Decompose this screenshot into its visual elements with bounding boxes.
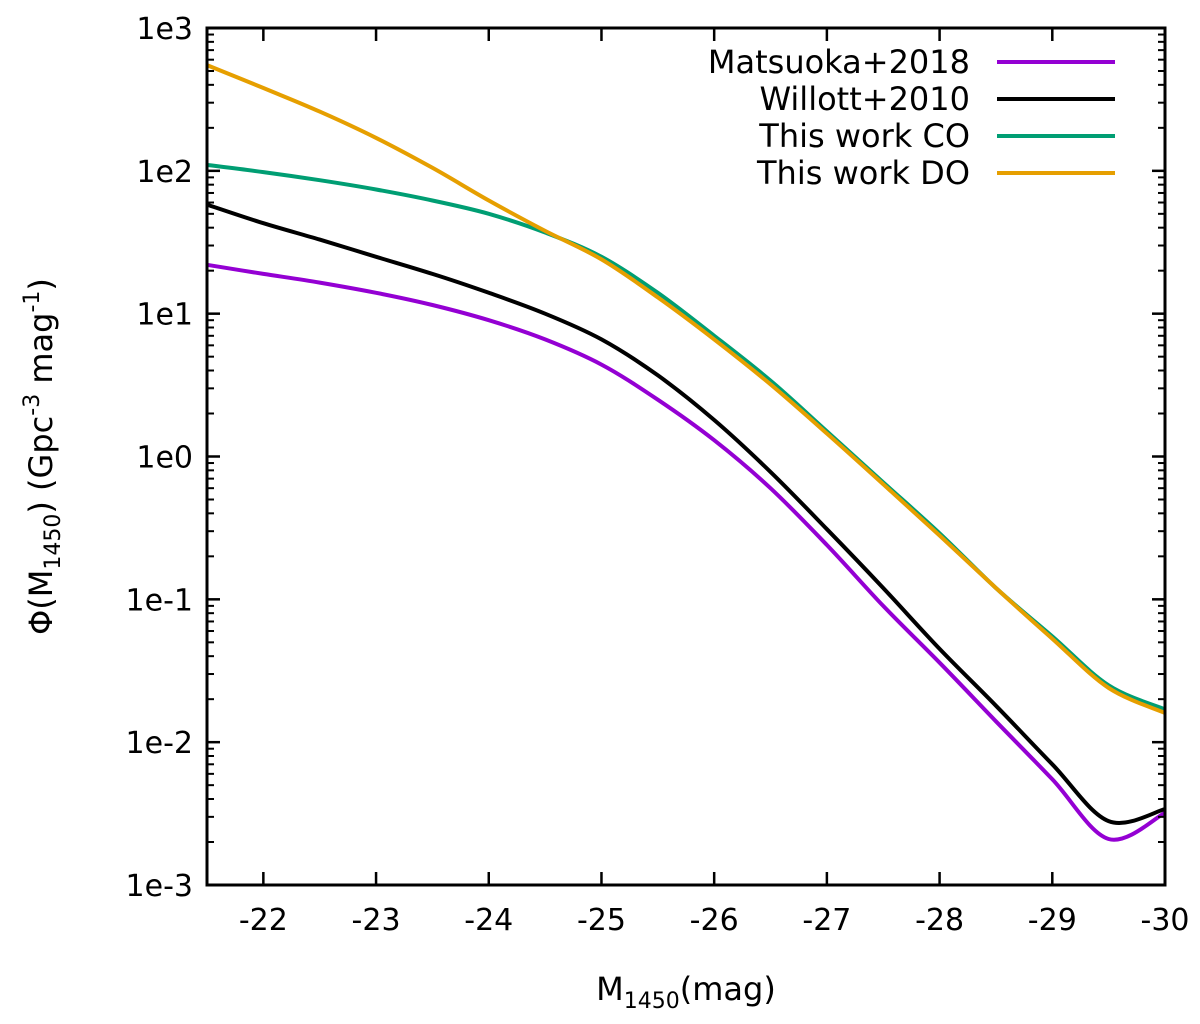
legend-label: This work CO xyxy=(758,117,970,155)
y-title-sub: 1450 xyxy=(41,514,66,570)
y-tick-label: 1e-1 xyxy=(126,583,193,618)
x-tick-label: -28 xyxy=(915,903,964,938)
x-tick-label: -26 xyxy=(690,903,739,938)
legend-label: This work DO xyxy=(756,154,970,192)
axis-ticks xyxy=(207,26,1167,887)
series-line-1 xyxy=(206,202,1166,825)
y-tick-label: 1e-2 xyxy=(126,726,193,761)
x-tick-label: -30 xyxy=(1141,903,1190,938)
x-title-tail: (mag) xyxy=(680,970,776,1008)
x-tick-label: -29 xyxy=(1028,903,1077,938)
y-title-mid2: mag xyxy=(22,313,60,394)
series-line-0 xyxy=(206,262,1166,842)
y-axis-title: Φ(M1450) (Gpc-3 mag-1) xyxy=(20,278,66,635)
legend-label: Willott+2010 xyxy=(759,80,970,118)
x-axis-title: M1450(mag) xyxy=(596,970,776,1014)
x-tick-label: -23 xyxy=(352,903,401,938)
series-line-2 xyxy=(206,162,1166,712)
y-tick-label: 1e1 xyxy=(136,298,193,333)
y-tick-label: 1e2 xyxy=(136,155,193,190)
y-title-sup1: -3 xyxy=(20,394,45,416)
y-title-pre: Φ(M xyxy=(22,570,60,635)
x-tick-label: -27 xyxy=(802,903,851,938)
y-title-post: ) xyxy=(22,278,60,290)
y-title-sup2: -1 xyxy=(20,291,45,313)
x-tick-label: -25 xyxy=(577,903,626,938)
y-title-mid: ) (Gpc xyxy=(22,416,60,514)
legend-label: Matsuoka+2018 xyxy=(708,43,970,81)
y-tick-label: 1e-3 xyxy=(126,869,193,904)
axis-tick-labels: -22 -23 -24 -25 -26 -27 -28 -29 -30 1e3 1e2 1e1 1e0 1… xyxy=(126,12,1190,938)
y-tick-label: 1e0 xyxy=(136,441,193,476)
plot-frame xyxy=(205,26,1167,887)
series-line-3 xyxy=(206,63,1166,715)
y-tick-label: 1e3 xyxy=(136,12,193,47)
x-title-main: M xyxy=(596,970,624,1008)
x-tick-label: -22 xyxy=(239,903,288,938)
series-group xyxy=(206,63,1166,842)
x-title-sub: 1450 xyxy=(624,989,680,1014)
x-tick-label: -24 xyxy=(464,903,513,938)
